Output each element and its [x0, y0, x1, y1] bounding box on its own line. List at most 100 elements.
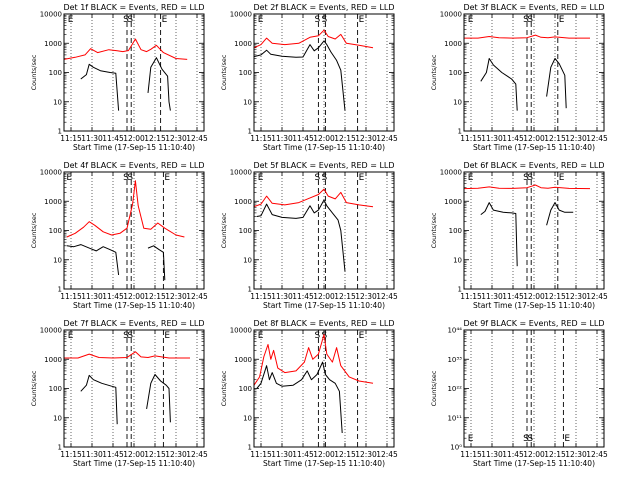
- x-tick-label: 12:15: [544, 134, 566, 143]
- series-lld: [66, 180, 185, 238]
- x-tick-label: 11:45: [102, 450, 124, 459]
- x-tick-label: 12:45: [586, 134, 608, 143]
- marker-label: E: [559, 173, 565, 183]
- series-lld: [464, 34, 590, 39]
- y-tick-label: 10: [243, 98, 252, 106]
- x-tick-label: 11:15: [60, 292, 82, 301]
- x-axis-label: Start Time (17-Sep-15 11:10:40): [263, 143, 385, 152]
- y-tick-label: 10000: [230, 327, 252, 335]
- y-tick-label: 100: [49, 69, 62, 77]
- marker-label: S: [322, 15, 328, 25]
- panel-title: Det 1f BLACK = Events, RED = LLD: [63, 3, 204, 12]
- y-tick-label: 100: [239, 385, 252, 393]
- marker-label: S: [127, 15, 133, 25]
- x-tick-label: 11:15: [460, 134, 482, 143]
- y-tick-label: 1000: [44, 198, 62, 206]
- marker-label: E: [468, 173, 474, 183]
- y-tick-label: 100: [49, 227, 62, 235]
- y-tick-label: 100: [239, 227, 252, 235]
- marker-label: S: [123, 173, 129, 183]
- y-tick-label: 10: [53, 256, 62, 264]
- y-tick-label: 100: [49, 385, 62, 393]
- plot-frame: [63, 171, 205, 290]
- y-tick-label: 10000: [440, 169, 462, 177]
- panel-title: Det 2f BLACK = Events, RED = LLD: [253, 3, 394, 12]
- x-tick-label: 11:45: [102, 134, 124, 143]
- x-tick-label: 11:45: [502, 292, 524, 301]
- x-tick-label: 11:45: [292, 450, 314, 459]
- x-tick-label: 11:15: [60, 450, 82, 459]
- y-tick-label: 1000: [234, 198, 252, 206]
- marker-label: S: [523, 173, 529, 183]
- y-tick-label: 1: [248, 444, 252, 452]
- x-tick-label: 12:00: [313, 450, 335, 459]
- x-tick-label: 12:30: [165, 292, 187, 301]
- y-axis-label: Counts/sec: [220, 370, 228, 406]
- x-tick-label: 12:30: [565, 292, 587, 301]
- marker-label: E: [68, 331, 74, 341]
- plot-frame: [253, 13, 395, 132]
- y-axis-label: Counts/sec: [430, 54, 438, 90]
- x-tick-label: 12:45: [586, 292, 608, 301]
- x-tick-label: 12:45: [586, 450, 608, 459]
- y-axis-label: Counts/sec: [430, 370, 438, 406]
- y-tick-label: 10⁴⁴: [447, 327, 462, 335]
- x-tick-label: 12:30: [165, 450, 187, 459]
- marker-label: S: [527, 15, 533, 25]
- x-tick-label: 11:45: [502, 134, 524, 143]
- x-tick-label: 12:15: [144, 450, 166, 459]
- panel-title: Det 4f BLACK = Events, RED = LLD: [63, 161, 204, 170]
- y-tick-label: 10000: [40, 169, 62, 177]
- y-tick-label: 100: [239, 69, 252, 77]
- x-tick-label: 12:45: [376, 292, 398, 301]
- marker-label: S: [315, 173, 321, 183]
- plot-frame: [63, 13, 205, 132]
- x-tick-label: 11:15: [60, 134, 82, 143]
- x-tick-label: 11:45: [292, 292, 314, 301]
- x-tick-label: 12:00: [123, 134, 145, 143]
- plot-frame: [463, 171, 605, 290]
- series-lld: [253, 188, 374, 208]
- series-events: [256, 361, 343, 434]
- marker-label: S: [315, 331, 321, 341]
- y-tick-label: 10: [53, 414, 62, 422]
- marker-label: S: [322, 173, 328, 183]
- x-tick-label: 11:15: [460, 450, 482, 459]
- y-tick-label: 1: [458, 128, 462, 136]
- x-tick-label: 12:00: [523, 292, 545, 301]
- y-tick-label: 1000: [234, 40, 252, 48]
- y-tick-label: 1: [58, 444, 62, 452]
- series-events: [480, 202, 574, 267]
- x-tick-label: 12:15: [544, 292, 566, 301]
- x-tick-label: 12:45: [186, 450, 208, 459]
- x-tick-label: 12:15: [334, 450, 356, 459]
- y-tick-label: 10²²: [447, 385, 462, 393]
- x-axis-label: Start Time (17-Sep-15 11:10:40): [263, 301, 385, 310]
- x-tick-label: 12:45: [376, 134, 398, 143]
- x-tick-label: 12:30: [355, 292, 377, 301]
- x-tick-label: 12:30: [355, 450, 377, 459]
- x-tick-label: 12:15: [544, 450, 566, 459]
- y-axis-label: Counts/sec: [220, 54, 228, 90]
- x-tick-label: 12:00: [313, 292, 335, 301]
- marker-label: S: [523, 434, 529, 444]
- x-tick-label: 12:00: [523, 450, 545, 459]
- y-tick-label: 10³³: [447, 356, 462, 364]
- series-lld: [253, 29, 374, 49]
- x-tick-label: 12:30: [165, 134, 187, 143]
- marker-label: E: [468, 15, 474, 25]
- marker-label: S: [315, 15, 321, 25]
- x-tick-label: 12:30: [565, 450, 587, 459]
- panel-title: Det 5f BLACK = Events, RED = LLD: [253, 161, 394, 170]
- y-axis-label: Counts/sec: [30, 370, 38, 406]
- x-tick-label: 11:45: [292, 134, 314, 143]
- marker-label: E: [359, 173, 365, 183]
- x-tick-label: 11:45: [502, 450, 524, 459]
- y-tick-label: 10: [453, 98, 462, 106]
- y-tick-label: 10: [453, 256, 462, 264]
